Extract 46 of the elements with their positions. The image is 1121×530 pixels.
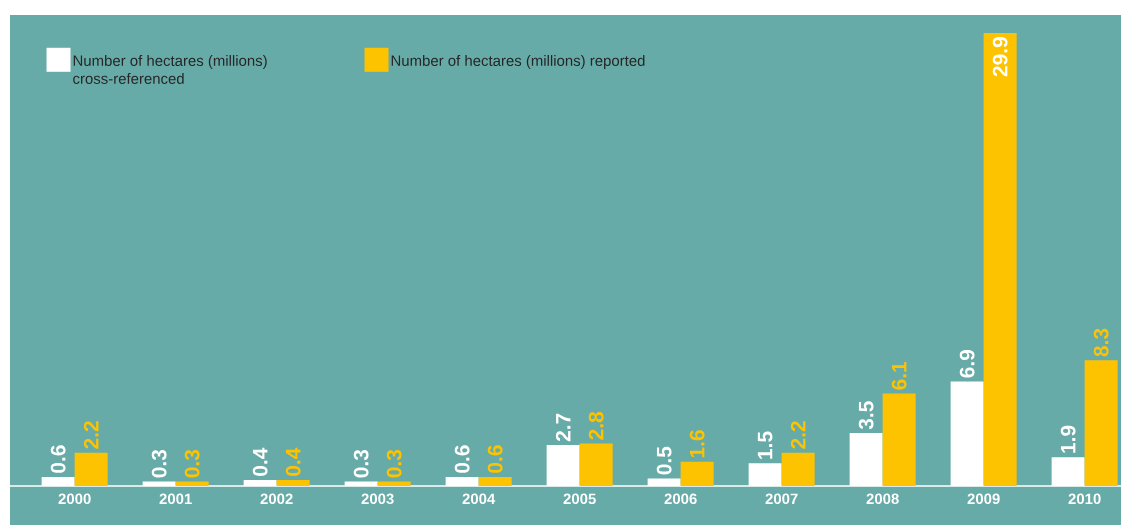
data-label: 0.6 [454, 445, 470, 473]
legend-label: Number of hectares (millions) cross-referenced [73, 55, 267, 84]
data-label: 1.5 [757, 431, 773, 459]
bar [276, 479, 310, 486]
x-tick-label: 2004 [462, 493, 496, 505]
data-label: 2.7 [555, 413, 571, 442]
bar [175, 481, 209, 486]
data-label: 0.3 [184, 449, 200, 478]
bar [781, 452, 815, 486]
bar [882, 393, 916, 486]
data-label: 1.9 [1060, 425, 1076, 453]
data-label: 0.4 [285, 447, 301, 476]
data-label: 6.9 [959, 349, 975, 378]
data-label: 2.8 [588, 411, 604, 440]
data-label: 0.5 [656, 446, 672, 475]
x-tick-label: 2000 [58, 493, 91, 505]
data-label: 0.3 [151, 449, 167, 478]
data-label: 2.2 [790, 421, 806, 449]
x-tick-label: 2009 [967, 493, 1000, 505]
data-label: 6.1 [891, 361, 907, 390]
data-label: 29.9 [992, 37, 1008, 77]
x-tick-label: 2007 [765, 493, 798, 505]
data-label: 8.3 [1093, 328, 1109, 357]
bar [983, 33, 1017, 486]
bar [579, 443, 613, 486]
bar [1084, 360, 1118, 486]
x-tick-label: 2008 [866, 493, 899, 505]
legend-label: Number of hectares (millions) reported [391, 55, 645, 69]
x-tick-label: 2003 [361, 493, 394, 505]
data-label: 3.5 [858, 401, 874, 430]
data-label: 0.3 [386, 449, 402, 478]
data-label: 0.6 [50, 445, 66, 473]
data-label: 0.4 [252, 447, 268, 476]
data-label: 2.2 [83, 421, 99, 449]
x-tick-label: 2001 [159, 493, 192, 505]
data-label: 0.6 [487, 445, 503, 473]
bar [680, 461, 714, 486]
x-tick-label: 2010 [1068, 493, 1101, 505]
x-tick-label: 2005 [563, 493, 596, 505]
data-label: 1.6 [689, 430, 705, 458]
x-tick-label: 2006 [664, 493, 697, 505]
bar [377, 481, 411, 486]
bar [478, 476, 512, 486]
x-tick-label: 2002 [260, 493, 293, 505]
bar [74, 452, 108, 486]
data-label: 0.3 [353, 449, 369, 478]
